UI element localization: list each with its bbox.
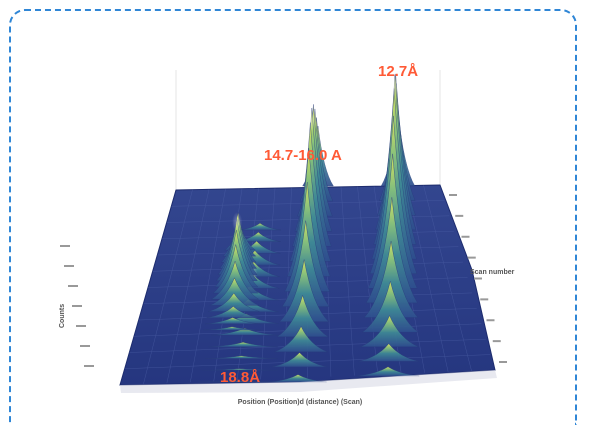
- z-axis-label: Counts: [59, 304, 66, 328]
- left-tick: [72, 305, 82, 307]
- mesh-line: [166, 189, 210, 384]
- peak-slice: [361, 281, 419, 333]
- mesh-line: [406, 185, 449, 372]
- peak-highlight: [306, 110, 316, 131]
- right-tick: [480, 298, 489, 301]
- left-tick: [80, 345, 90, 347]
- right-tick: [449, 194, 457, 196]
- peak-slice: [358, 343, 419, 362]
- peak-slice: [206, 306, 260, 318]
- mesh-line: [260, 188, 276, 380]
- peak-slice: [205, 317, 261, 325]
- right-axis-ticks: [449, 194, 507, 363]
- peak-slice: [205, 355, 278, 359]
- left-axis-ticks: [60, 245, 94, 367]
- annotation-14-7-16-0: 14.7-16.0 A: [264, 147, 342, 164]
- y-axis-label: Scan number: [470, 269, 515, 276]
- left-tick: [64, 265, 74, 267]
- peak-slice: [274, 325, 328, 353]
- surface-front-edge: [120, 370, 497, 393]
- peak-slice: [360, 314, 419, 347]
- mesh-line: [190, 189, 226, 383]
- annotation-12-7: 12.7Å: [378, 63, 418, 80]
- x-axis-label: Position (Position)d (distance) (Scan): [238, 399, 362, 406]
- peak-highlight: [232, 212, 243, 232]
- peak-highlight: [389, 76, 400, 97]
- peak-slice: [363, 241, 419, 318]
- peak-slice: [203, 326, 261, 331]
- peak-slice: [198, 380, 278, 383]
- peak-ridges: [198, 73, 420, 383]
- annotation-18-8: 18.8Å: [220, 369, 260, 386]
- right-tick: [499, 361, 507, 363]
- right-tick: [486, 319, 495, 322]
- mesh-line: [340, 186, 355, 376]
- right-tick: [492, 340, 501, 343]
- mesh-line: [143, 189, 193, 385]
- peak-slice: [238, 222, 282, 231]
- peak-slice: [276, 294, 329, 337]
- peak-slice: [271, 352, 328, 368]
- mesh-line: [423, 185, 472, 372]
- peak-slice: [279, 259, 330, 322]
- peak-slice: [356, 366, 420, 377]
- left-tick: [84, 365, 94, 367]
- left-tick: [68, 285, 78, 287]
- peak-slice: [281, 220, 330, 307]
- right-tick: [455, 214, 464, 217]
- card-frame: [9, 9, 577, 425]
- peak-slice: [209, 277, 260, 306]
- right-tick: [467, 256, 476, 259]
- left-tick: [76, 325, 86, 327]
- left-tick: [60, 245, 70, 247]
- peak-slice: [211, 327, 279, 336]
- right-tick: [461, 235, 470, 238]
- peak-slice: [202, 368, 278, 371]
- peak-slice: [208, 292, 260, 312]
- right-tick: [474, 277, 482, 280]
- peak-slice: [208, 341, 278, 348]
